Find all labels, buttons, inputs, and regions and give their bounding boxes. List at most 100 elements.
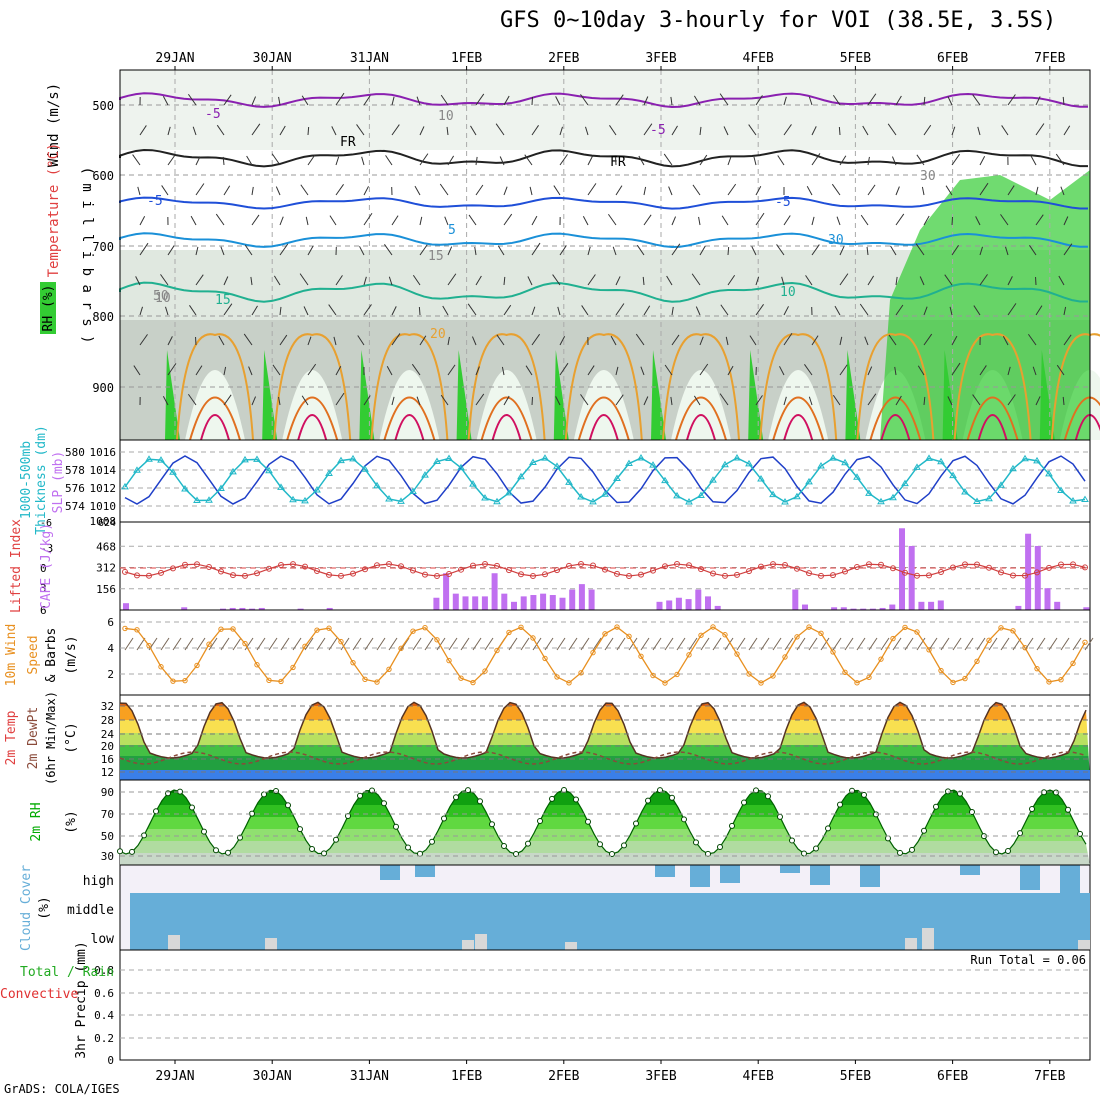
wind-barb [376, 637, 386, 651]
wind-barb [273, 275, 281, 286]
rh-green-column [165, 350, 180, 440]
thickness-marker [1009, 464, 1017, 472]
wind-marker [986, 637, 992, 644]
thickness-marker [385, 494, 393, 502]
wind-barb [1063, 243, 1073, 256]
wind-barb [664, 364, 673, 376]
wind-marker [962, 675, 968, 682]
wind-barb [278, 396, 281, 406]
wind-barb [363, 95, 371, 106]
thickness-marker [817, 462, 825, 469]
wind-barb [751, 246, 757, 256]
bottom-date-label: 6FEB [937, 1069, 968, 1084]
wind-barb [755, 212, 765, 226]
rh-marker [837, 801, 843, 808]
wind-barb [162, 96, 169, 106]
wind-barb [475, 366, 480, 376]
wind-barb [167, 336, 173, 346]
li-marker [170, 565, 176, 572]
wind-barb [964, 637, 974, 651]
thickness-marker [853, 473, 861, 480]
wind-barb [223, 276, 229, 286]
contour-label: 20 [430, 327, 446, 342]
wind-barb [748, 124, 757, 136]
wind-barb [248, 366, 253, 376]
cloud-low-bar [922, 928, 934, 950]
wind-barb [940, 637, 950, 651]
thickness-marker [121, 482, 129, 490]
wind-barb [890, 245, 897, 256]
wind-barb [391, 333, 401, 346]
wind-marker [590, 649, 596, 656]
wind-barb [844, 637, 854, 651]
thickness-marker [349, 454, 357, 462]
wind-barb [699, 126, 702, 136]
wind-marker [650, 672, 656, 679]
rh-marker [333, 836, 339, 843]
wind-barb [160, 274, 169, 286]
wind-barb [363, 212, 373, 226]
li-marker [1034, 569, 1040, 576]
contour-label: 15 [215, 293, 231, 308]
wind-barb [736, 637, 746, 651]
wind-barb [418, 306, 421, 316]
thickness-marker [421, 471, 429, 478]
wind-barb [1035, 214, 1044, 226]
wind-barb [470, 125, 477, 136]
rh-marker [537, 817, 543, 824]
contour-label: -5 [650, 123, 666, 138]
cape-bar [578, 584, 585, 610]
cape-label: CAPE (J/kg) [39, 523, 54, 609]
wind-barb [888, 334, 897, 346]
wind-barb [663, 153, 673, 166]
temp-contour-25 [577, 396, 630, 441]
temp-label-a: 2m Temp [4, 710, 19, 765]
wind-barb [340, 637, 350, 651]
wind-marker [794, 634, 800, 640]
wind-barb [1084, 637, 1094, 651]
li-marker [218, 568, 224, 575]
wind-barb [975, 216, 981, 226]
wind-barb [133, 365, 141, 376]
temp-contour-10 [119, 232, 1089, 248]
thickness-marker [577, 493, 585, 500]
temp-contour-25 [869, 396, 922, 441]
wind-barb [979, 246, 984, 256]
cape-tick: 312 [96, 562, 116, 575]
wind-barb [836, 216, 841, 226]
rh-marker [453, 794, 459, 801]
thickness-marker [709, 476, 717, 483]
rh-marker [969, 809, 975, 816]
wind-barb [195, 246, 199, 256]
wind-barb [921, 186, 925, 196]
wind-barb [612, 246, 617, 256]
wind-barb [335, 184, 344, 196]
cloud-high-bar [720, 865, 740, 883]
wind-barb [552, 274, 561, 286]
wind-tick: 2 [107, 668, 114, 681]
wind-barb [251, 305, 258, 316]
precip-label-b: Total / Rain [20, 965, 114, 980]
wind-barb [447, 155, 455, 166]
wind-barb [391, 124, 400, 136]
rh-marker [117, 848, 123, 855]
bottom-date-label: 2FEB [548, 1069, 579, 1084]
thickness-marker [481, 494, 489, 501]
cape-bar [220, 608, 226, 610]
wind-barb [280, 637, 290, 651]
wind-barb [447, 336, 450, 346]
rh-marker [225, 849, 231, 856]
cloud-high-bar [415, 865, 435, 877]
wind-barb [559, 126, 564, 136]
cape-bar [123, 603, 129, 610]
wind-barb [529, 186, 533, 196]
thickness-marker [253, 455, 261, 462]
wind-marker [638, 653, 644, 659]
wind-barb [887, 123, 897, 136]
thickness-marker [517, 472, 525, 480]
top-date-label: 29JAN [155, 51, 194, 66]
wind-barb [1035, 96, 1041, 106]
thickness-marker [781, 497, 789, 505]
thickness-marker [217, 484, 225, 491]
